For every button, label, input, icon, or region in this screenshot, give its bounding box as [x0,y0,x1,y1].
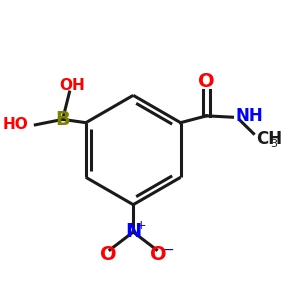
Text: O: O [198,72,215,91]
Text: 3: 3 [270,139,277,149]
Text: O: O [149,245,166,264]
Text: +: + [135,219,146,232]
Text: N: N [125,223,141,242]
Text: NH: NH [236,107,263,125]
Text: OH: OH [59,78,85,93]
Text: B: B [55,110,70,129]
Text: O: O [100,245,117,264]
Text: HO: HO [3,117,28,132]
Text: CH: CH [256,130,282,148]
Text: −: − [162,243,174,257]
